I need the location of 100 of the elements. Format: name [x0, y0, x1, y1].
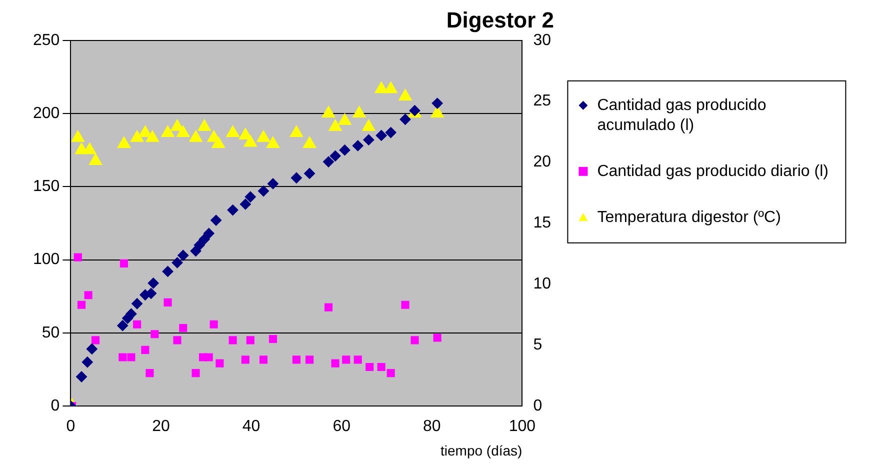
point [161, 126, 174, 138]
point [91, 336, 100, 344]
x-tick-label: 20 [152, 418, 170, 436]
point [76, 371, 88, 382]
point [342, 356, 350, 364]
point [189, 130, 202, 142]
y2-tick-label: 5 [533, 336, 542, 354]
point [164, 298, 172, 306]
point [74, 253, 82, 262]
point [374, 82, 388, 94]
point [256, 130, 270, 142]
point [244, 191, 256, 202]
point [363, 134, 374, 146]
point [339, 144, 350, 156]
point [258, 186, 269, 197]
point [203, 228, 214, 239]
point [146, 288, 157, 299]
point [176, 126, 190, 138]
point [292, 356, 300, 364]
point [118, 353, 127, 362]
x-tick-label: 0 [66, 418, 76, 436]
point [401, 300, 410, 309]
point [126, 308, 137, 320]
y-tick-label: 200 [32, 104, 60, 122]
point [84, 291, 92, 300]
y-tick-label: 0 [50, 397, 60, 414]
point [433, 334, 442, 342]
point [146, 369, 154, 378]
point [354, 356, 362, 364]
point [386, 369, 395, 378]
x-tick-label: 80 [423, 418, 441, 436]
point [127, 353, 136, 362]
point [432, 98, 443, 109]
x-tick-label: 40 [242, 418, 260, 436]
point [146, 130, 159, 142]
point [198, 119, 211, 131]
y-tick-label: 250 [32, 32, 60, 49]
point [302, 136, 316, 148]
point [238, 128, 252, 140]
y2-tick-label: 20 [533, 154, 552, 171]
point [210, 214, 222, 226]
y2-tick-label: 0 [533, 397, 542, 414]
point [150, 330, 159, 338]
point [132, 298, 143, 310]
chart-title: Digestor 2 [446, 7, 554, 32]
point [266, 136, 280, 148]
point [117, 320, 128, 332]
x-tick-label: 100 [508, 418, 536, 436]
point [352, 106, 366, 118]
point [192, 369, 200, 378]
point [259, 356, 268, 364]
point [328, 119, 342, 131]
point [338, 113, 352, 125]
point [82, 356, 93, 368]
x-tick-label: 60 [332, 418, 351, 436]
point [133, 320, 142, 328]
point [240, 198, 251, 210]
y-tick-label: 50 [42, 324, 60, 342]
point [322, 106, 336, 118]
y-tick-label: 150 [32, 178, 60, 196]
point [71, 130, 84, 142]
point [430, 106, 444, 118]
y2-tick-label: 30 [533, 32, 552, 49]
point [130, 130, 144, 142]
point [376, 130, 387, 141]
point [331, 359, 340, 368]
point [77, 300, 86, 309]
point [290, 172, 302, 184]
point [210, 320, 218, 328]
point [362, 119, 376, 131]
point [324, 303, 333, 312]
point [384, 82, 398, 94]
point [290, 126, 304, 138]
point [377, 362, 386, 372]
point [228, 336, 237, 344]
point [83, 142, 96, 154]
point [212, 136, 225, 148]
point [366, 362, 374, 372]
point [267, 178, 278, 190]
point [400, 114, 411, 125]
point [172, 257, 183, 268]
point [138, 126, 152, 138]
point [120, 259, 128, 268]
point [86, 343, 98, 354]
point [88, 154, 102, 166]
legend-label: Temperatura digestor (ºC) [597, 208, 781, 226]
point [148, 278, 159, 289]
point [244, 135, 257, 147]
legend-label: Cantidad gas producido diario (l) [597, 162, 828, 180]
y-tick-label: 100 [32, 251, 60, 268]
point [179, 324, 188, 332]
y2-tick-label: 15 [533, 214, 552, 232]
point [352, 140, 364, 152]
point [227, 204, 238, 216]
point [410, 336, 419, 344]
legend-label: Cantidad gas producido acumulado (l) [597, 96, 766, 134]
point [198, 234, 210, 245]
y2-tick-label: 10 [533, 276, 552, 293]
point [216, 359, 224, 368]
point [268, 334, 278, 344]
